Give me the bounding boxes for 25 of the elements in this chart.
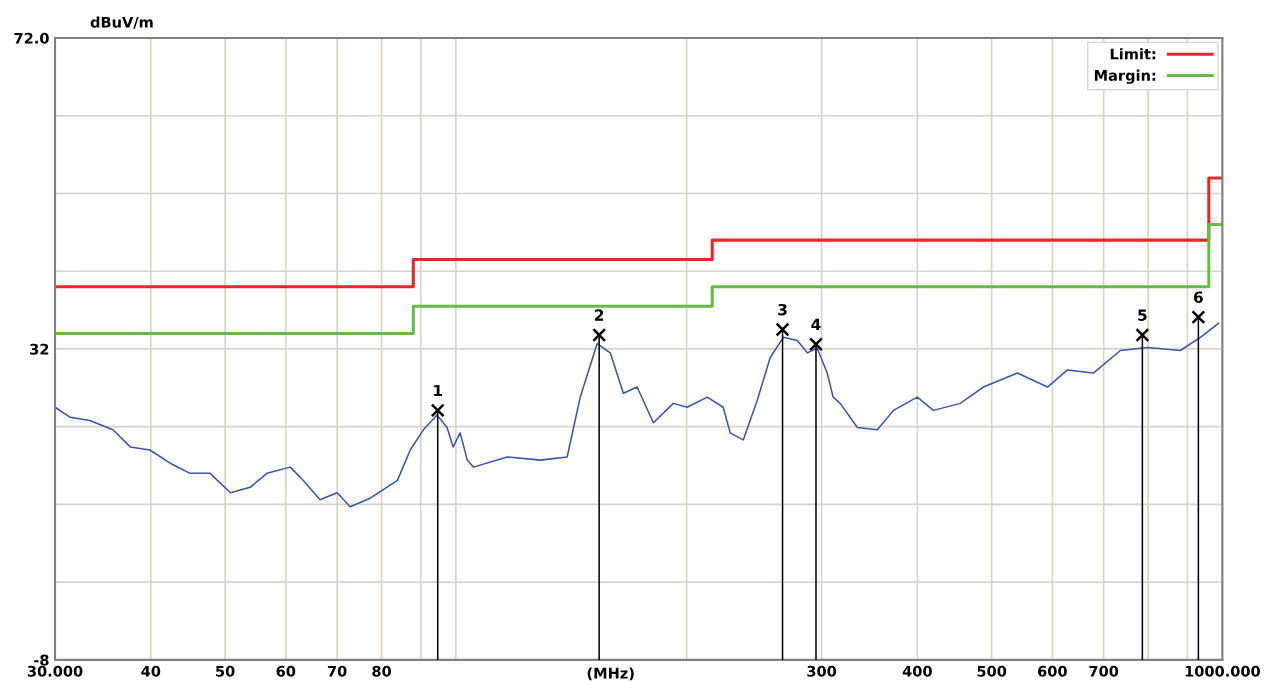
x-tick-label: 60 [276, 665, 296, 677]
x-tick-label: 600 [1038, 665, 1067, 677]
y-tick-label: -8 [34, 654, 49, 666]
x-tick-label: 500 [977, 665, 1007, 677]
legend-label: Margin: [1094, 69, 1156, 84]
annotation: 6 [1194, 291, 1203, 304]
x-tick-label: 40 [141, 665, 161, 677]
x-tick-label: 50 [216, 665, 235, 677]
annotation: 2 [595, 309, 604, 321]
legend-label: Limit: [1110, 48, 1156, 60]
x-tick-label: 30.000 [27, 665, 83, 677]
annotation: 5 [1138, 309, 1147, 321]
annotation: 1 [434, 384, 442, 397]
y-tick-label: 32 [30, 343, 49, 355]
x-tick-label: 300 [807, 665, 837, 677]
x-axis-title: (MHz) [587, 667, 634, 681]
y-axis-title: dBuV/m [90, 16, 153, 29]
x-tick-label: 80 [372, 665, 392, 677]
x-tick-label: 700 [1089, 665, 1119, 677]
x-tick-label: 400 [902, 665, 932, 677]
x-tick-label: 1000.000 [1185, 665, 1260, 677]
x-tick-label: 70 [327, 665, 347, 677]
annotation: 4 [811, 318, 821, 330]
annotation: 3 [778, 303, 787, 316]
y-tick-label: 72.0 [14, 32, 49, 44]
